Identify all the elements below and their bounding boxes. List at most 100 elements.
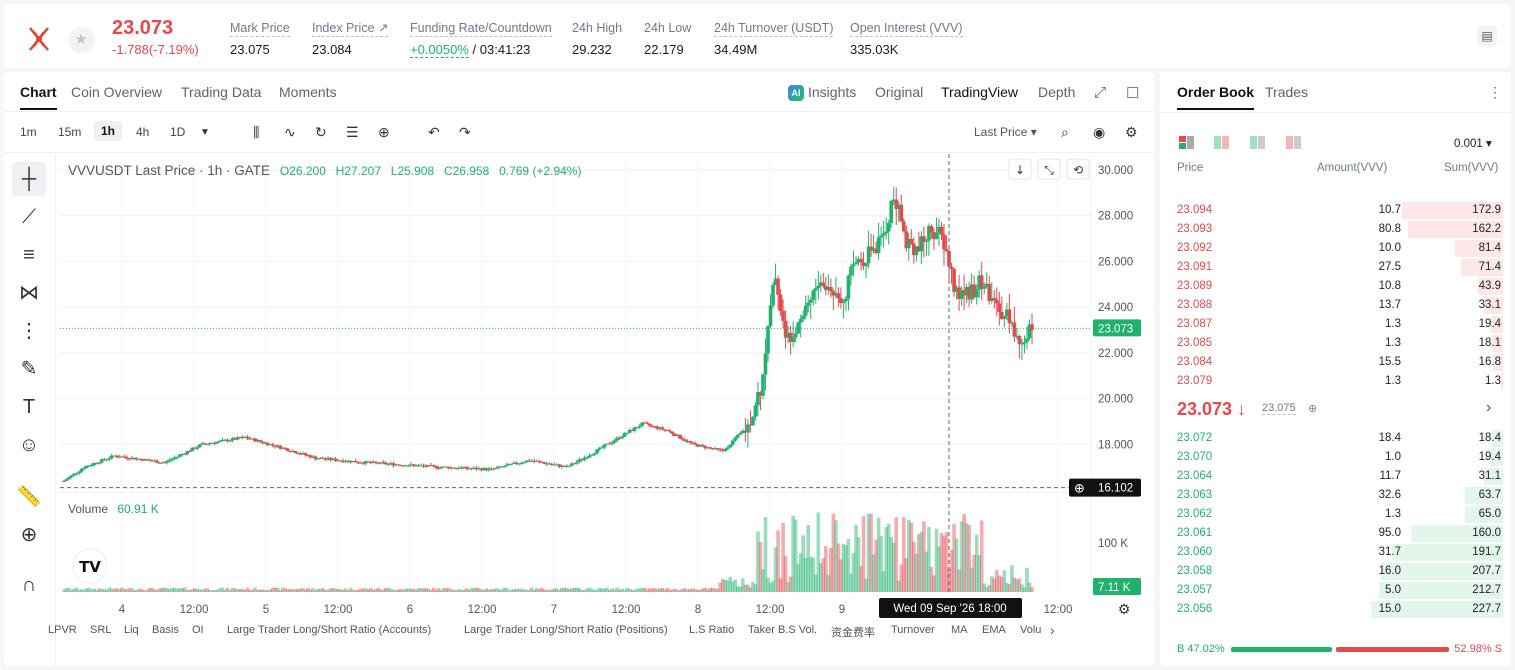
add-alert-icon[interactable]: ⊕	[378, 124, 390, 140]
indicator-lt-positions[interactable]: Large Trader Long/Short Ratio (Positions…	[464, 624, 668, 636]
indicator-ma[interactable]: MA	[951, 624, 968, 636]
bid-row[interactable]: 23.070 1.0 19.4	[1160, 448, 1511, 467]
chevron-right-icon[interactable]: ›	[1050, 622, 1055, 638]
more-menu-icon[interactable]: ⋮	[1488, 84, 1502, 100]
precision-select[interactable]: 0.001 ▾	[1454, 138, 1492, 150]
magnet-icon[interactable]: ∩	[21, 574, 37, 596]
expand-icon[interactable]: ⤢	[1094, 84, 1107, 101]
volume-bar	[467, 589, 471, 592]
timeframe-4h[interactable]: 4h	[136, 125, 150, 139]
bid-row[interactable]: 23.072 18.4 18.4	[1160, 429, 1511, 448]
indicator-funding[interactable]: 资金费率	[831, 627, 875, 639]
pattern-icon[interactable]: ⋈	[19, 282, 39, 304]
volume-bar	[977, 555, 981, 592]
template-icon[interactable]: ☰	[346, 124, 359, 140]
zoom-in-icon[interactable]: ⊕	[20, 524, 38, 546]
camera-icon[interactable]: ◉	[1093, 124, 1106, 140]
orderbook-mark-price[interactable]: 23.075	[1262, 402, 1296, 415]
candle-body	[582, 457, 587, 460]
stat-index-price[interactable]: Index Price ↗ 23.084	[312, 21, 389, 57]
tab-trades[interactable]: Trades	[1265, 84, 1309, 100]
funding-rate-value[interactable]: +0.0050%	[410, 42, 469, 58]
timeframe-dropdown-icon[interactable]: ▼	[200, 127, 210, 138]
timeframe-15m[interactable]: 15m	[58, 125, 82, 139]
indicator-taker-vol[interactable]: Taker B.S Vol.	[748, 624, 818, 636]
redo-icon[interactable]: ↷	[459, 124, 471, 140]
volume-bar	[230, 588, 235, 592]
volume-bar	[187, 590, 192, 592]
timeframe-1m[interactable]: 1m	[20, 125, 37, 139]
ask-row[interactable]: 23.079 1.3 1.3	[1160, 372, 1511, 391]
candle-type-icon[interactable]: ⫼	[253, 124, 260, 140]
tab-tradingview[interactable]: TradingView	[941, 84, 1019, 100]
ask-row[interactable]: 23.093 80.8 162.2	[1160, 220, 1511, 239]
info-icon[interactable]: ⊕	[1308, 403, 1318, 415]
bid-row[interactable]: 23.064 11.7 31.1	[1160, 467, 1511, 486]
candlestick-chart[interactable]: 30.000 28.000 26.000 24.000 22.000 20.000 18.0…	[4, 72, 1154, 666]
bid-row[interactable]: 23.058 16.0 207.7	[1160, 562, 1511, 581]
ask-row[interactable]: 23.088 13.7 33.1	[1160, 296, 1511, 315]
emoji-icon[interactable]: ☺	[18, 434, 40, 456]
volume-bar	[504, 587, 509, 592]
tab-original[interactable]: Original	[875, 84, 924, 100]
window-icon[interactable]: ☐	[1126, 85, 1140, 102]
insights-button[interactable]: AI Insights	[788, 84, 856, 102]
axis-settings-icon: ⚙	[1118, 602, 1131, 618]
tab-depth[interactable]: Depth	[1038, 84, 1076, 100]
search-icon[interactable]: ⌕	[1061, 124, 1069, 140]
volume-bar	[167, 589, 172, 592]
book-icon[interactable]: ▤	[1477, 26, 1497, 46]
horizontal-lines-icon[interactable]: ≡	[23, 244, 35, 266]
indicator-turnover[interactable]: Turnover	[891, 624, 935, 636]
view-mode-icons[interactable]	[1177, 134, 1317, 152]
favorite-star-icon[interactable]: ★	[68, 27, 94, 53]
chevron-right-icon[interactable]: ›	[1486, 399, 1492, 416]
indicators-icon[interactable]: ∿	[284, 124, 296, 140]
ask-row[interactable]: 23.087 1.3 19.4	[1160, 315, 1511, 334]
indicator-ema[interactable]: EMA	[982, 624, 1006, 636]
fib-icon[interactable]: ⋮	[19, 320, 39, 342]
tab-order-book[interactable]: Order Book	[1177, 84, 1255, 110]
ask-row[interactable]: 23.085 1.3 18.1	[1160, 334, 1511, 353]
indicator-lpvr[interactable]: LPVR	[48, 624, 77, 636]
replay-icon[interactable]: ↻	[315, 124, 327, 140]
crosshair-icon[interactable]: ┼	[12, 162, 46, 196]
volume-bar	[449, 589, 453, 592]
bid-row[interactable]: 23.060 31.7 191.7	[1160, 543, 1511, 562]
timeframe-1d[interactable]: 1D	[170, 125, 186, 139]
brush-icon[interactable]: ✎	[20, 358, 38, 380]
indicator-ls-ratio[interactable]: L.S Ratio	[689, 624, 735, 636]
trendline-icon[interactable]: ⟋	[22, 206, 36, 228]
indicator-oi[interactable]: OI	[192, 624, 204, 636]
bid-row[interactable]: 23.056 15.0 227.7	[1160, 600, 1511, 619]
candle-body	[296, 453, 300, 455]
indicator-lt-accounts[interactable]: Large Trader Long/Short Ratio (Accounts)	[227, 624, 432, 636]
undo-icon[interactable]: ↶	[428, 124, 440, 140]
candle-body	[414, 465, 418, 467]
tab-coin-overview[interactable]: Coin Overview	[71, 84, 163, 100]
indicator-volume[interactable]: Volu	[1020, 624, 1042, 636]
ask-row[interactable]: 23.091 27.5 71.4	[1160, 258, 1511, 277]
tab-moments[interactable]: Moments	[279, 84, 337, 100]
ask-row[interactable]: 23.092 10.0 81.4	[1160, 239, 1511, 258]
indicator-srl[interactable]: SRL	[90, 624, 112, 636]
tab-trading-data[interactable]: Trading Data	[181, 84, 262, 100]
volume-bar	[311, 588, 315, 592]
price-type-select[interactable]: Last Price ▾	[974, 125, 1037, 139]
tab-chart[interactable]: Chart	[20, 84, 57, 110]
settings-gear-icon[interactable]: ⚙	[1125, 124, 1138, 140]
ask-row[interactable]: 23.084 15.5 16.8	[1160, 353, 1511, 372]
volume-bar	[313, 590, 318, 592]
ruler-icon[interactable]: 📏	[16, 486, 42, 508]
bid-row[interactable]: 23.057 5.0 212.7	[1160, 581, 1511, 600]
indicator-liq[interactable]: Liq	[124, 624, 139, 636]
indicator-basis[interactable]: Basis	[152, 624, 179, 636]
ask-row[interactable]: 23.094 10.7 172.9	[1160, 201, 1511, 220]
text-tool-icon[interactable]: T	[22, 396, 36, 418]
timeframe-1h[interactable]: 1h	[94, 121, 123, 141]
ask-row[interactable]: 23.089 10.8 43.9	[1160, 277, 1511, 296]
bid-row[interactable]: 23.062 1.3 65.0	[1160, 505, 1511, 524]
candle-body	[250, 438, 255, 440]
bid-row[interactable]: 23.063 32.6 63.7	[1160, 486, 1511, 505]
bid-row[interactable]: 23.061 95.0 160.0	[1160, 524, 1511, 543]
